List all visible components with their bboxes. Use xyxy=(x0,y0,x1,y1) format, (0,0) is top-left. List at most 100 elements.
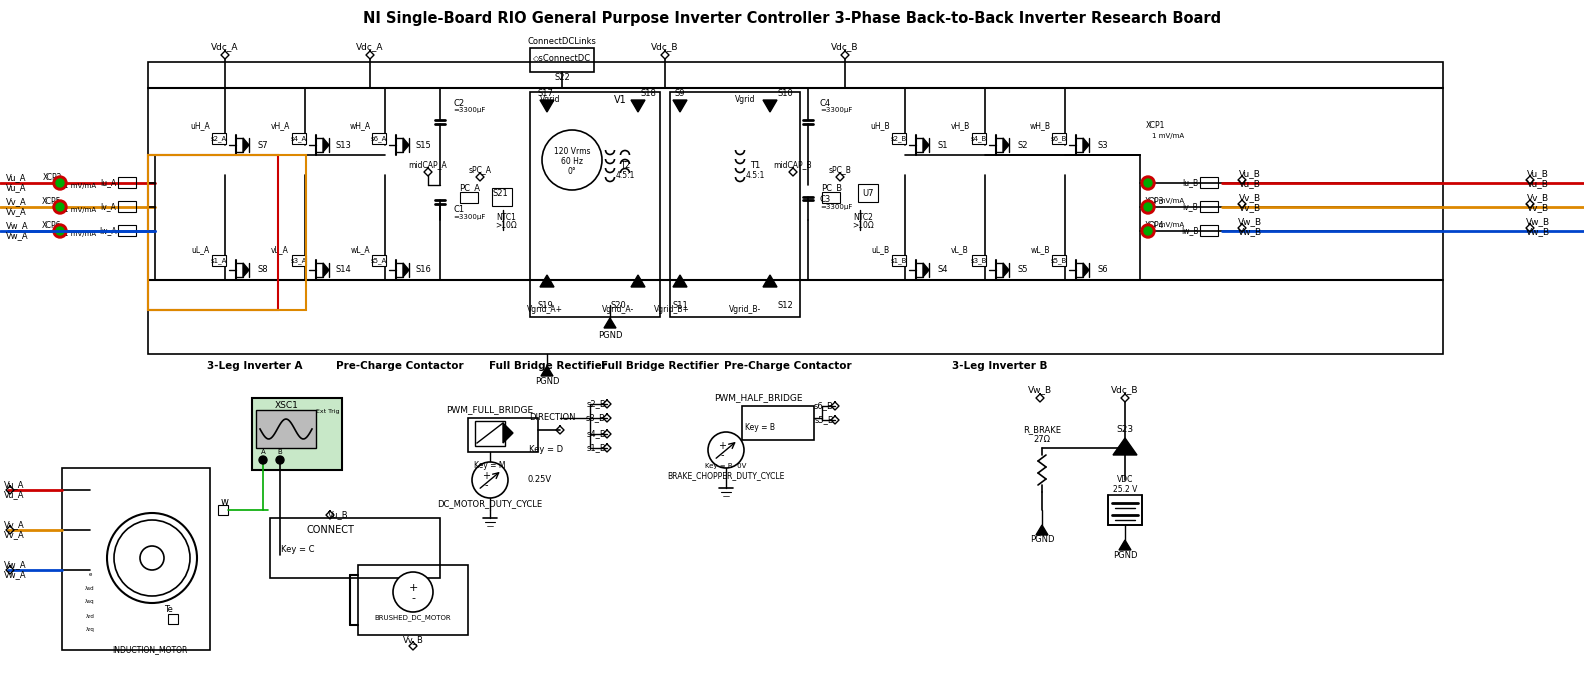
Bar xyxy=(147,155,306,310)
Text: PWM_HALF_BRIDGE: PWM_HALF_BRIDGE xyxy=(714,394,802,403)
Text: V1: V1 xyxy=(613,95,626,105)
Text: >10Ω: >10Ω xyxy=(496,220,516,229)
Text: sPC_B: sPC_B xyxy=(828,166,852,175)
Text: s1_A: s1_A xyxy=(211,258,227,264)
Text: Vw_B: Vw_B xyxy=(1525,217,1551,226)
Text: Key = C: Key = C xyxy=(282,545,315,554)
Text: NI Single-Board RIO General Purpose Inverter Controller 3-Phase Back-to-Back Inv: NI Single-Board RIO General Purpose Inve… xyxy=(363,10,1221,25)
Bar xyxy=(117,225,136,236)
Text: λsd: λsd xyxy=(86,586,95,591)
Text: 4.5:1: 4.5:1 xyxy=(746,171,765,180)
Text: e: e xyxy=(89,572,92,577)
Text: -: - xyxy=(485,480,488,490)
Text: λrq: λrq xyxy=(86,628,95,633)
Text: Vu_B: Vu_B xyxy=(1527,169,1549,178)
Circle shape xyxy=(1140,176,1155,190)
Text: s5_B: s5_B xyxy=(814,415,833,424)
Text: S19: S19 xyxy=(537,301,553,310)
Polygon shape xyxy=(1083,263,1090,277)
Text: wL_A: wL_A xyxy=(350,245,369,254)
Bar xyxy=(358,565,467,635)
Text: 1 mV/mA: 1 mV/mA xyxy=(63,231,97,237)
Text: 4.5:1: 4.5:1 xyxy=(615,171,635,180)
Text: S7: S7 xyxy=(258,140,268,150)
Text: Pre-Charge Contactor: Pre-Charge Contactor xyxy=(336,361,464,371)
Bar xyxy=(670,92,800,317)
Text: S5: S5 xyxy=(1019,266,1028,275)
Bar xyxy=(257,410,315,448)
Polygon shape xyxy=(540,100,554,112)
Bar xyxy=(372,133,386,144)
Text: R_BRAKE: R_BRAKE xyxy=(1023,426,1061,435)
Bar xyxy=(1107,495,1142,525)
Text: Vgrid: Vgrid xyxy=(735,96,756,104)
Bar xyxy=(147,155,279,310)
Circle shape xyxy=(708,432,744,468)
Bar xyxy=(252,398,342,470)
Text: Vdc_B: Vdc_B xyxy=(651,43,680,52)
Polygon shape xyxy=(402,263,409,277)
Circle shape xyxy=(114,520,190,596)
Text: 25.2 V: 25.2 V xyxy=(1114,486,1137,494)
Text: Vdc_A: Vdc_A xyxy=(356,43,383,52)
Text: INDUCTION_MOTOR: INDUCTION_MOTOR xyxy=(112,645,187,654)
Text: PWM_FULL_BRIDGE: PWM_FULL_BRIDGE xyxy=(447,405,534,415)
Text: S17: S17 xyxy=(537,89,553,97)
Text: 0°: 0° xyxy=(567,166,577,175)
Text: Vv_A: Vv_A xyxy=(5,531,25,540)
Text: s3_B: s3_B xyxy=(971,258,987,264)
Text: s6_A: s6_A xyxy=(371,136,386,143)
Text: +: + xyxy=(718,441,725,451)
Circle shape xyxy=(55,179,63,187)
Circle shape xyxy=(472,462,508,498)
Circle shape xyxy=(260,456,268,464)
Text: Vw_A: Vw_A xyxy=(5,570,27,579)
Text: s2_B: s2_B xyxy=(586,400,605,408)
Text: S21: S21 xyxy=(493,189,508,198)
Text: =3300µF: =3300µF xyxy=(821,204,852,210)
Circle shape xyxy=(55,203,63,211)
Polygon shape xyxy=(923,263,928,277)
Polygon shape xyxy=(504,423,513,443)
Text: S8: S8 xyxy=(258,266,268,275)
Text: Iw_A: Iw_A xyxy=(100,226,117,236)
Text: S4: S4 xyxy=(938,266,949,275)
Text: Iv_A: Iv_A xyxy=(100,203,116,212)
Text: T2: T2 xyxy=(619,161,630,169)
Polygon shape xyxy=(1118,540,1131,550)
Text: C1: C1 xyxy=(453,206,464,215)
Bar xyxy=(1201,225,1218,236)
Text: XCP3: XCP3 xyxy=(1145,196,1164,206)
Polygon shape xyxy=(1003,263,1009,277)
Text: Vw_B: Vw_B xyxy=(1239,217,1262,226)
Text: 1 mV/mA: 1 mV/mA xyxy=(1152,133,1185,139)
Text: XCP6: XCP6 xyxy=(43,220,62,229)
Text: Vu_A: Vu_A xyxy=(6,184,27,192)
Polygon shape xyxy=(923,138,928,152)
Bar xyxy=(531,48,594,72)
Text: CONNECT: CONNECT xyxy=(306,525,353,535)
Text: S12: S12 xyxy=(778,301,794,310)
Polygon shape xyxy=(242,138,249,152)
Text: XSC1: XSC1 xyxy=(276,401,299,410)
Polygon shape xyxy=(1036,525,1049,535)
Text: S13: S13 xyxy=(336,140,352,150)
Text: PC_A: PC_A xyxy=(459,184,480,192)
Text: Vu_A: Vu_A xyxy=(5,491,24,500)
Circle shape xyxy=(108,513,196,603)
Text: midCAP_B: midCAP_B xyxy=(773,161,813,169)
Text: midCAP_A: midCAP_A xyxy=(409,161,447,169)
Text: s1_B: s1_B xyxy=(586,443,605,452)
Text: wH_B: wH_B xyxy=(1030,122,1050,131)
Text: XCP1: XCP1 xyxy=(1145,122,1164,131)
Bar xyxy=(493,188,512,206)
Text: S18: S18 xyxy=(640,89,656,97)
Text: S3: S3 xyxy=(1098,140,1109,150)
Text: XCP2: XCP2 xyxy=(43,173,62,182)
Text: Vw_B: Vw_B xyxy=(1525,227,1551,236)
Text: Pre-Charge Contactor: Pre-Charge Contactor xyxy=(724,361,852,371)
Bar xyxy=(1201,177,1218,188)
Text: wL_B: wL_B xyxy=(1030,245,1050,254)
Text: 27Ω: 27Ω xyxy=(1033,435,1050,445)
Bar xyxy=(973,133,985,144)
